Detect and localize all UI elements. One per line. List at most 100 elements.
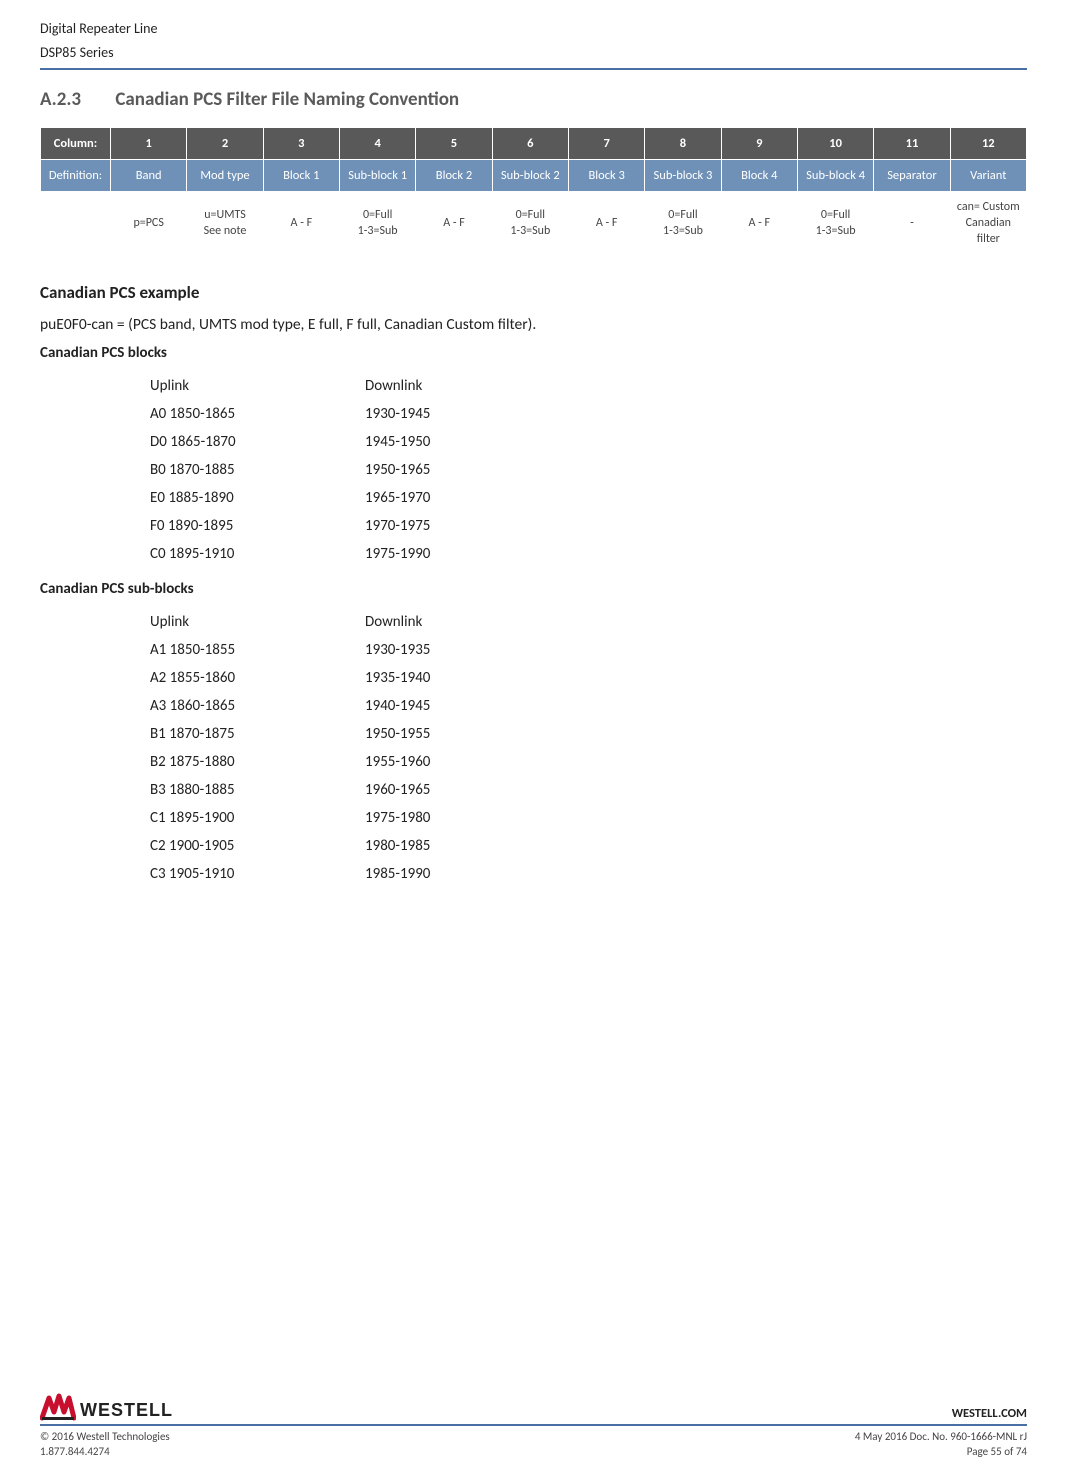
example-heading: Canadian PCS example <box>40 282 1027 303</box>
colnum: 10 <box>797 128 873 160</box>
cell: B3 1880-1885 <box>150 776 365 804</box>
cell: 1955-1960 <box>365 748 565 776</box>
table-row: C0 1895-19101975-1990 <box>150 540 565 568</box>
footer-page: Page 55 of 74 <box>855 1445 1027 1459</box>
cell: 1930-1945 <box>365 400 565 428</box>
col-label-column: Column: <box>41 128 111 160</box>
def-cell: Variant <box>950 160 1026 192</box>
cell: 1930-1935 <box>365 636 565 664</box>
footer-phone: 1.877.844.4274 <box>40 1445 170 1459</box>
col-label-definition: Definition: <box>41 160 111 192</box>
footer-doc: 4 May 2016 Doc. No. 960-1666-MNL rJ <box>855 1430 1027 1444</box>
val-cell: A - F <box>568 192 644 256</box>
blocks-header-downlink: Downlink <box>365 372 565 400</box>
colnum: 9 <box>721 128 797 160</box>
colnum: 7 <box>568 128 644 160</box>
footer-rule <box>40 1424 1027 1426</box>
def-cell: Sub-block 3 <box>645 160 721 192</box>
cell: A2 1855-1860 <box>150 664 365 692</box>
val-cell: p=PCS <box>111 192 187 256</box>
logo: WESTELL <box>40 1392 173 1422</box>
def-cell: Block 3 <box>568 160 644 192</box>
cell: C0 1895-1910 <box>150 540 365 568</box>
cell: B2 1875-1880 <box>150 748 365 776</box>
cell: C1 1895-1900 <box>150 804 365 832</box>
cell: 1975-1980 <box>365 804 565 832</box>
def-cell: Block 1 <box>263 160 339 192</box>
subblocks-header-downlink: Downlink <box>365 608 565 636</box>
cell: C2 1900-1905 <box>150 832 365 860</box>
table-row: B3 1880-18851960-1965 <box>150 776 565 804</box>
logo-text: WESTELL <box>80 1399 173 1422</box>
table-row: A0 1850-18651930-1945 <box>150 400 565 428</box>
def-cell: Sub-block 2 <box>492 160 568 192</box>
val-cell: u=UMTSSee note <box>187 192 263 256</box>
val-cell: A - F <box>416 192 492 256</box>
doc-header-line2: DSP85 Series <box>40 44 1027 62</box>
footer-domain: WESTELL.COM <box>952 1406 1027 1422</box>
blocks-table: Uplink Downlink A0 1850-18651930-1945 D0… <box>150 372 565 568</box>
colnum: 11 <box>874 128 950 160</box>
val-cell: 0=Full1-3=Sub <box>339 192 415 256</box>
table-row: A1 1850-18551930-1935 <box>150 636 565 664</box>
cell: F0 1890-1895 <box>150 512 365 540</box>
cell: 1950-1955 <box>365 720 565 748</box>
val-blank <box>41 192 111 256</box>
table-row: C3 1905-19101985-1990 <box>150 860 565 888</box>
colnum: 5 <box>416 128 492 160</box>
colnum: 3 <box>263 128 339 160</box>
def-cell: Mod type <box>187 160 263 192</box>
naming-convention-table: Column: 1 2 3 4 5 6 7 8 9 10 11 12 Defin… <box>40 127 1027 256</box>
table-row: A2 1855-18601935-1940 <box>150 664 565 692</box>
def-cell: Sub-block 4 <box>797 160 873 192</box>
colnum: 1 <box>111 128 187 160</box>
colnum: 2 <box>187 128 263 160</box>
table-row: A3 1860-18651940-1945 <box>150 692 565 720</box>
cell: 1950-1965 <box>365 456 565 484</box>
val-cell: 0=Full1-3=Sub <box>492 192 568 256</box>
cell: 1965-1970 <box>365 484 565 512</box>
cell: 1985-1990 <box>365 860 565 888</box>
logo-icon <box>40 1392 76 1422</box>
subblocks-heading: Canadian PCS sub-blocks <box>40 580 1027 598</box>
blocks-header-uplink: Uplink <box>150 372 365 400</box>
cell: C3 1905-1910 <box>150 860 365 888</box>
cell: E0 1885-1890 <box>150 484 365 512</box>
cell: A3 1860-1865 <box>150 692 365 720</box>
cell: A0 1850-1865 <box>150 400 365 428</box>
section-heading: A.2.3 Canadian PCS Filter File Naming Co… <box>40 88 1027 111</box>
doc-header-line1: Digital Repeater Line <box>40 20 1027 38</box>
def-cell: Separator <box>874 160 950 192</box>
cell: 1960-1965 <box>365 776 565 804</box>
table-row: C2 1900-19051980-1985 <box>150 832 565 860</box>
cell: 1970-1975 <box>365 512 565 540</box>
cell: D0 1865-1870 <box>150 428 365 456</box>
val-cell: A - F <box>263 192 339 256</box>
colnum: 6 <box>492 128 568 160</box>
table-row: B2 1875-18801955-1960 <box>150 748 565 776</box>
cell: 1940-1945 <box>365 692 565 720</box>
table-row: B1 1870-18751950-1955 <box>150 720 565 748</box>
def-cell: Block 4 <box>721 160 797 192</box>
table-row: C1 1895-19001975-1980 <box>150 804 565 832</box>
val-cell: 0=Full1-3=Sub <box>645 192 721 256</box>
table-row: F0 1890-18951970-1975 <box>150 512 565 540</box>
subblocks-table: Uplink Downlink A1 1850-18551930-1935 A2… <box>150 608 565 888</box>
cell: 1975-1990 <box>365 540 565 568</box>
val-cell: - <box>874 192 950 256</box>
blocks-heading: Canadian PCS blocks <box>40 344 1027 362</box>
cell: 1980-1985 <box>365 832 565 860</box>
cell: A1 1850-1855 <box>150 636 365 664</box>
colnum: 8 <box>645 128 721 160</box>
table-row: B0 1870-18851950-1965 <box>150 456 565 484</box>
header-rule <box>40 68 1027 70</box>
def-cell: Sub-block 1 <box>339 160 415 192</box>
colnum: 4 <box>339 128 415 160</box>
val-cell: can= Custom Canadian filter <box>950 192 1026 256</box>
def-cell: Band <box>111 160 187 192</box>
cell: 1935-1940 <box>365 664 565 692</box>
example-text: puE0F0-can = (PCS band, UMTS mod type, E… <box>40 315 1027 334</box>
cell: B0 1870-1885 <box>150 456 365 484</box>
table-row: E0 1885-18901965-1970 <box>150 484 565 512</box>
val-cell: A - F <box>721 192 797 256</box>
